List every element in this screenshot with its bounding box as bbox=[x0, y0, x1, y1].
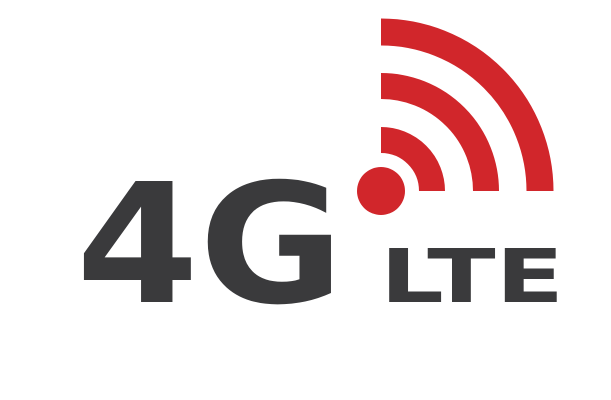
signal-arc-outer bbox=[380, 18, 554, 192]
signal-dot bbox=[357, 167, 405, 215]
wireless-signal-icon bbox=[357, 18, 554, 215]
lte-text: LTE bbox=[380, 234, 564, 320]
generation-text: 4G bbox=[76, 149, 344, 342]
signal-arc-middle bbox=[380, 73, 499, 192]
signal-arc-inner bbox=[380, 127, 445, 192]
